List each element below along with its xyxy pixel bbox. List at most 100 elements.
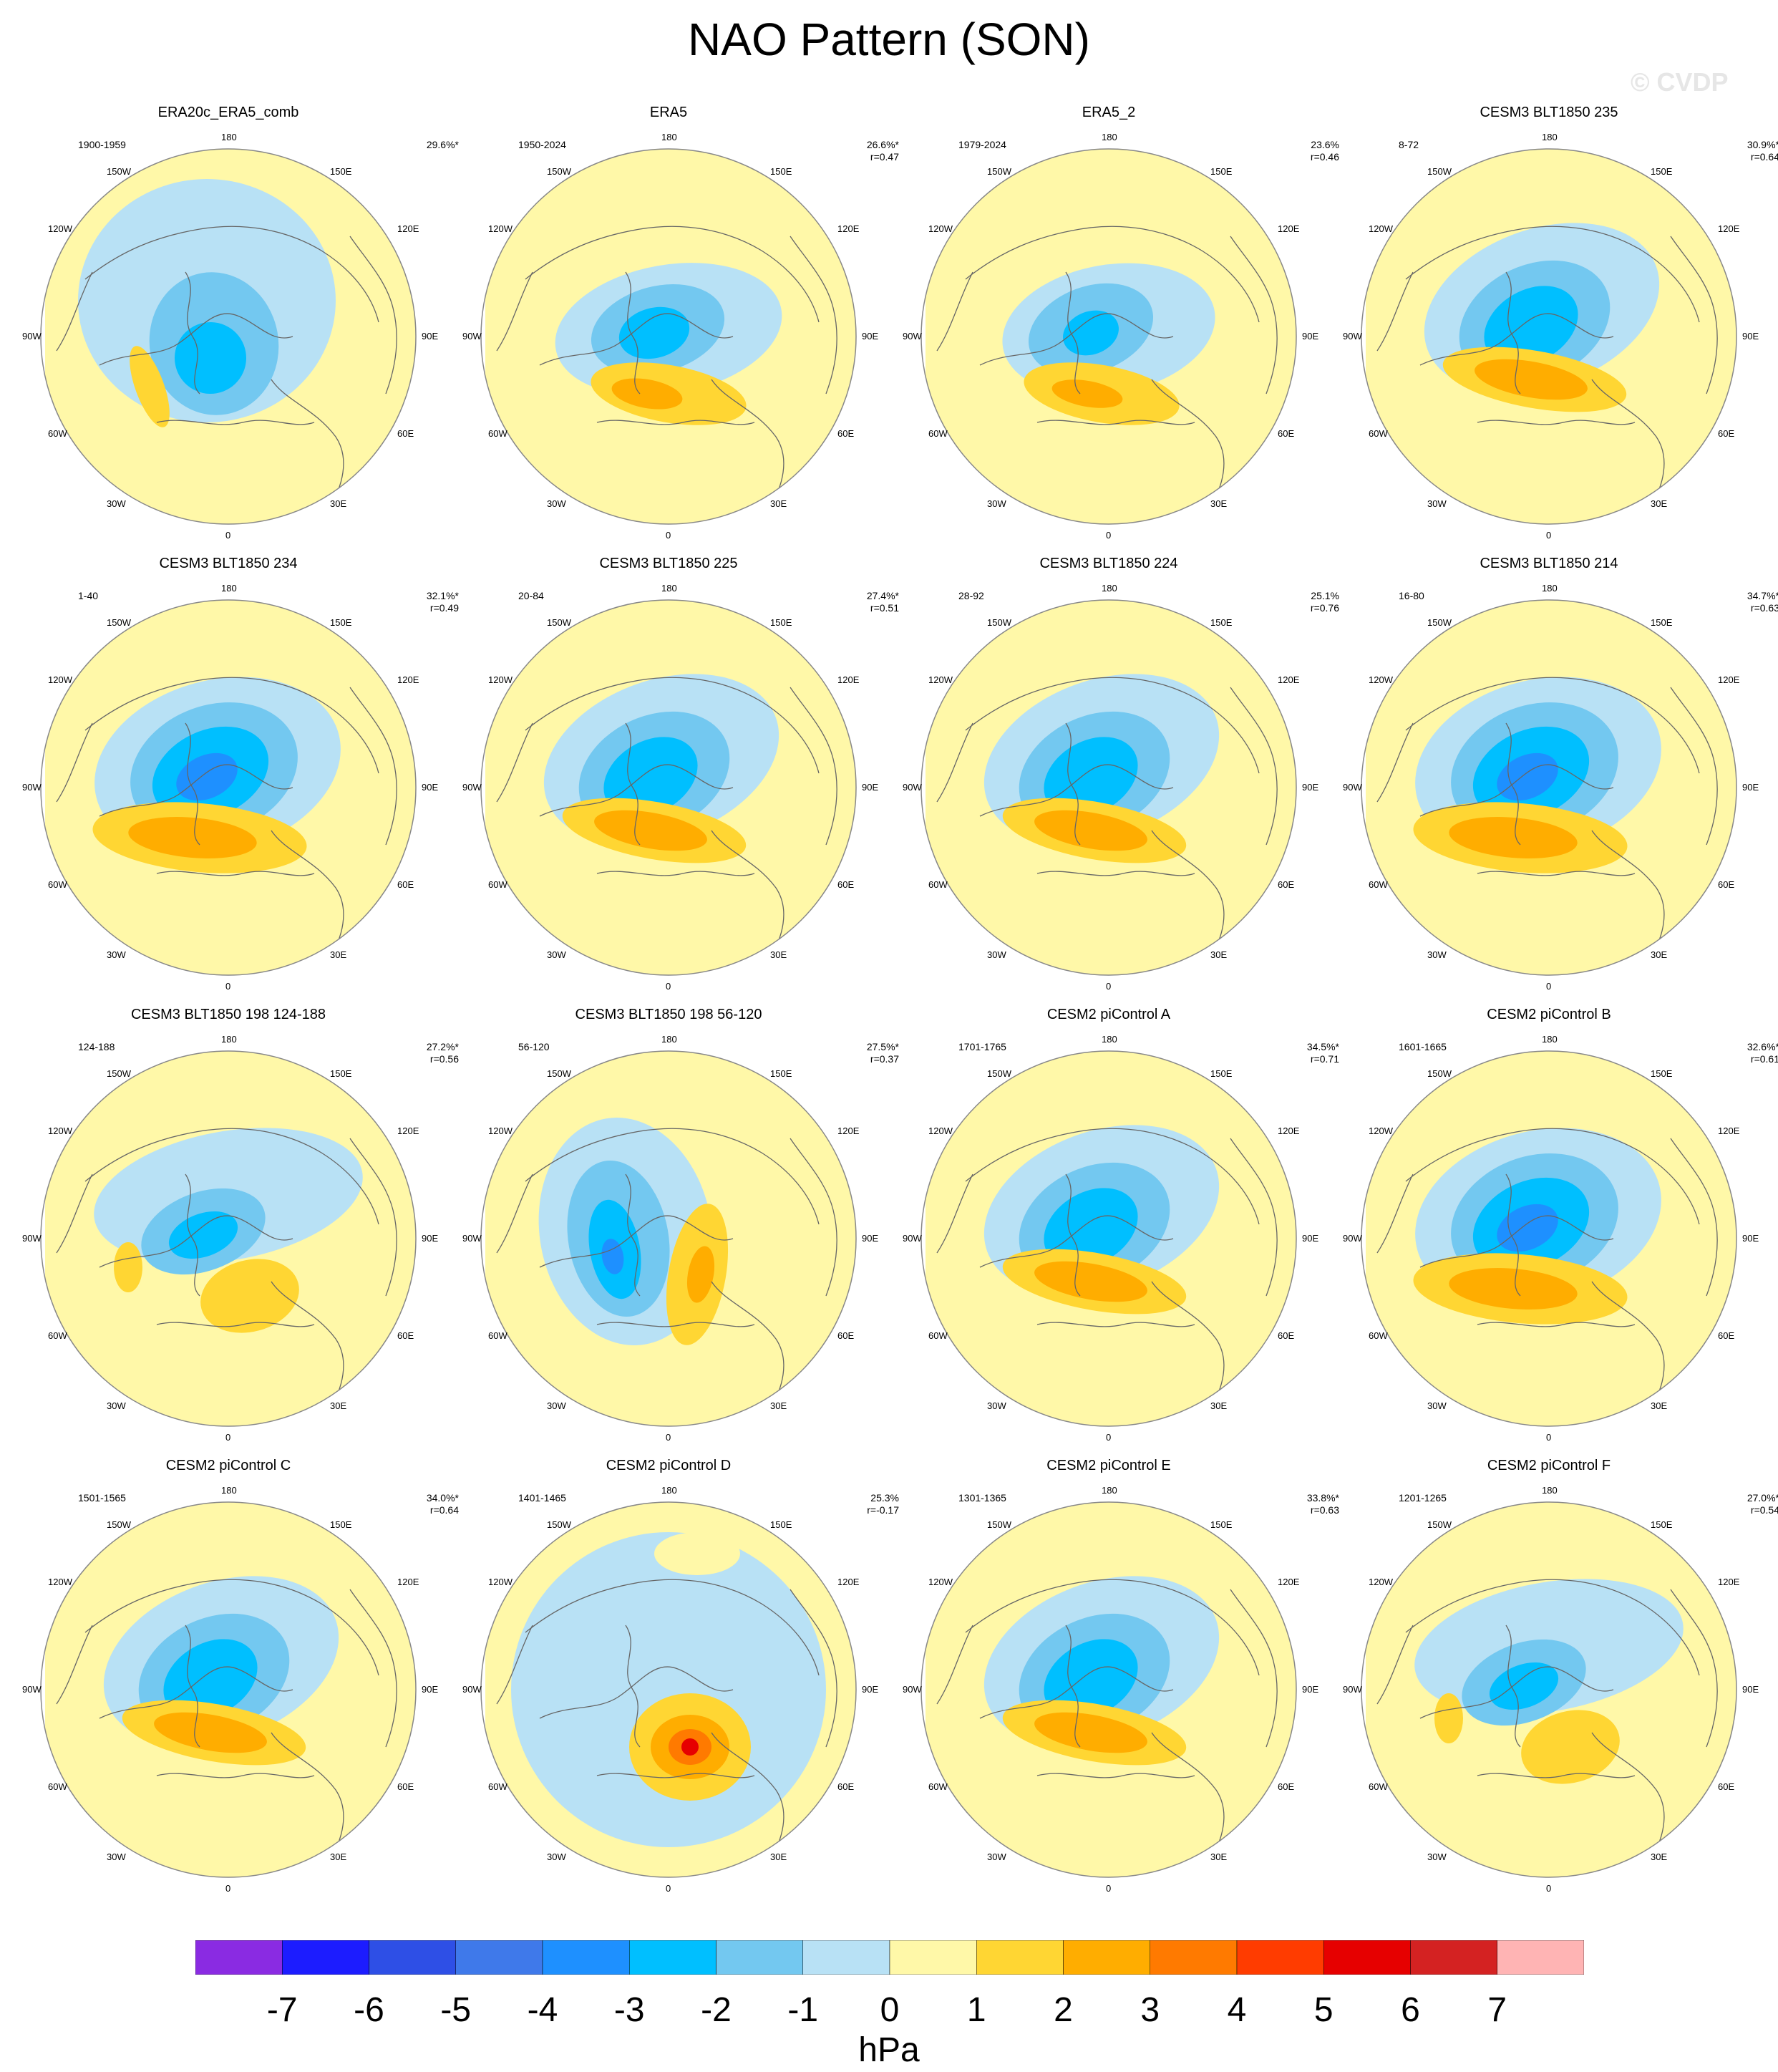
- longitude-label: 120E: [837, 674, 860, 685]
- longitude-label: 0: [1106, 1432, 1112, 1443]
- longitude-label: 0: [666, 1883, 671, 1894]
- coastline: [979, 764, 1174, 817]
- coastline: [596, 871, 755, 876]
- coastline: [84, 1579, 379, 1676]
- longitude-label: 60E: [1718, 1781, 1735, 1792]
- map-panel: CESM2 piControl C 1501-1565 34.0%* r=0.64 18…: [22, 1458, 489, 1904]
- coastline: [271, 1281, 344, 1411]
- panel-title: CESM3 BLT1850 214: [1480, 556, 1618, 571]
- coastline: [965, 226, 1260, 323]
- longitude-label: 180: [1542, 583, 1558, 594]
- colorbar-swatch: [802, 1940, 890, 1975]
- panel-variance: 27.4%* r=0.51: [867, 590, 899, 614]
- contour-fill: [1475, 359, 1588, 400]
- longitude-label: 150W: [1427, 1519, 1452, 1530]
- map-panel: ERA5_2 1979-2024 23.6% r=0.46 180 0 150W 150E 12…: [903, 105, 1369, 551]
- longitude-label: 150W: [987, 1519, 1011, 1530]
- panel-variance: 34.5%* r=0.71: [1307, 1041, 1339, 1065]
- polar-map: [480, 148, 857, 525]
- contour-fill: [601, 1239, 624, 1274]
- longitude-label: 30W: [987, 1400, 1006, 1411]
- longitude-label: 0: [1546, 1883, 1552, 1894]
- coastline: [1477, 1322, 1636, 1327]
- coastline: [625, 722, 641, 846]
- pattern-correlation: r=-0.17: [867, 1504, 899, 1516]
- longitude-label: 60E: [397, 1330, 414, 1341]
- variance-pct: 25.1%: [1311, 590, 1339, 601]
- coastline: [99, 1215, 293, 1268]
- coastline: [1591, 1732, 1665, 1862]
- variance-pct: 27.5%*: [866, 1041, 899, 1052]
- panel-years: 124-188: [78, 1041, 115, 1052]
- colorbar-tick-label: -4: [527, 1991, 558, 2029]
- longitude-label: 150W: [987, 617, 1011, 628]
- variance-pct: 26.6%*: [866, 139, 899, 150]
- longitude-label: 60E: [1718, 879, 1735, 890]
- longitude-label: 180: [661, 583, 677, 594]
- colorbar-tick-label: 3: [1140, 1991, 1160, 2029]
- longitude-label: 30E: [1210, 1400, 1228, 1411]
- longitude-label: 120E: [837, 1125, 860, 1136]
- longitude-label: 120E: [837, 1577, 860, 1587]
- coastline: [625, 271, 641, 394]
- panel-title: CESM2 piControl F: [1487, 1458, 1611, 1473]
- coastline: [56, 271, 93, 352]
- map-panel: CESM3 BLT1850 225 20-84 27.4%* r=0.51 180 0 15…: [462, 556, 929, 1002]
- longitude-label: 90E: [862, 331, 879, 342]
- polar-map: [1361, 1501, 1737, 1878]
- variance-pct: 34.0%*: [426, 1492, 459, 1504]
- panel-variance: 27.5%* r=0.37: [867, 1041, 899, 1065]
- coastline: [185, 1625, 200, 1748]
- longitude-label: 120W: [48, 1125, 72, 1136]
- longitude-label: 90E: [422, 1233, 439, 1244]
- polar-map: [920, 1050, 1297, 1427]
- map-panel: ERA20c_ERA5_comb 1900-1959 29.6%* 180 0 150W 1…: [22, 105, 489, 551]
- longitude-label: 90W: [1343, 1684, 1362, 1695]
- longitude-label: 150E: [330, 1519, 352, 1530]
- panel-variance: 32.6%* r=0.61: [1747, 1041, 1778, 1065]
- map-border: [920, 148, 1297, 525]
- contour-fill: [686, 1246, 715, 1303]
- longitude-label: 150E: [1210, 617, 1233, 628]
- contour-fill: [130, 346, 170, 427]
- panel-title: CESM3 BLT1850 198 124-188: [130, 1007, 326, 1022]
- panel-variance: 27.0%* r=0.54: [1747, 1492, 1778, 1516]
- longitude-label: 30E: [770, 498, 787, 509]
- pattern-correlation: r=0.51: [870, 602, 899, 614]
- coastline: [1477, 420, 1636, 425]
- contour-fill: [175, 322, 246, 394]
- panel-title: ERA5_2: [1082, 105, 1136, 120]
- polar-map: [40, 599, 417, 976]
- coastline: [271, 1732, 344, 1862]
- coastline: [1505, 722, 1521, 846]
- panel-variance: 34.0%* r=0.64: [427, 1492, 459, 1516]
- coastline: [1405, 226, 1700, 323]
- longitude-label: 120W: [928, 1125, 953, 1136]
- panel-years: 1950-2024: [518, 139, 566, 150]
- longitude-label: 0: [1546, 530, 1552, 541]
- longitude-label: 120W: [1369, 674, 1393, 685]
- longitude-label: 90E: [1302, 1233, 1319, 1244]
- coastline: [525, 226, 820, 323]
- longitude-label: 180: [221, 132, 237, 142]
- panel-years: 1301-1365: [958, 1492, 1006, 1504]
- longitude-label: 60W: [928, 1330, 948, 1341]
- coastline: [625, 1173, 641, 1297]
- polar-map: [40, 1050, 417, 1427]
- longitude-label: 60E: [1278, 1330, 1295, 1341]
- longitude-label: 90E: [1742, 1684, 1759, 1695]
- longitude-label: 120W: [488, 1125, 512, 1136]
- longitude-label: 150W: [547, 1519, 571, 1530]
- coastline: [596, 1773, 755, 1778]
- longitude-label: 150E: [1210, 166, 1233, 177]
- longitude-label: 150E: [1210, 1068, 1233, 1079]
- longitude-label: 90W: [1343, 1233, 1362, 1244]
- longitude-label: 0: [1106, 530, 1112, 541]
- longitude-label: 120W: [48, 1577, 72, 1587]
- longitude-label: 180: [1102, 132, 1117, 142]
- main-title: NAO Pattern (SON): [688, 14, 1090, 65]
- panel-title: CESM2 piControl A: [1046, 1007, 1171, 1022]
- longitude-label: 60W: [1369, 879, 1388, 890]
- longitude-label: 30E: [1210, 498, 1228, 509]
- colorbar-swatch: [1063, 1940, 1150, 1975]
